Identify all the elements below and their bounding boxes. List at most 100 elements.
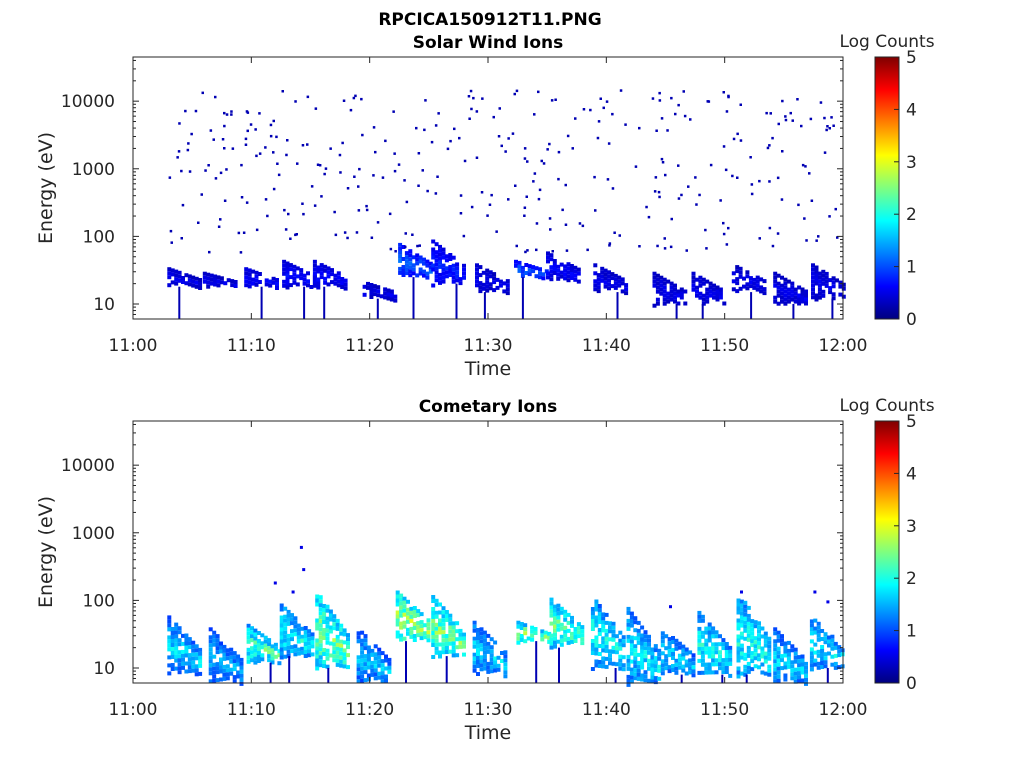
count-cell bbox=[530, 625, 535, 630]
count-cell bbox=[260, 641, 265, 646]
count-dot bbox=[272, 119, 275, 123]
count-cell bbox=[503, 670, 508, 675]
count-cell bbox=[419, 636, 424, 641]
count-cell bbox=[256, 651, 261, 655]
count-cell bbox=[590, 643, 595, 647]
count-dot bbox=[825, 128, 828, 132]
count-cell bbox=[809, 667, 814, 672]
count-cell bbox=[786, 664, 791, 669]
count-cell bbox=[448, 617, 453, 622]
count-cell bbox=[325, 648, 330, 653]
count-cell bbox=[286, 609, 291, 614]
count-dot bbox=[722, 232, 726, 236]
count-cell bbox=[820, 665, 825, 669]
count-cell bbox=[441, 255, 446, 260]
count-dot bbox=[810, 199, 814, 202]
count-cell bbox=[335, 650, 340, 655]
count-cell bbox=[594, 623, 599, 628]
count-cell bbox=[695, 277, 699, 282]
count-cell bbox=[455, 266, 460, 271]
count-cell bbox=[236, 658, 241, 663]
count-cell bbox=[339, 623, 344, 628]
count-cell bbox=[386, 292, 391, 297]
count-dot bbox=[608, 244, 611, 247]
count-cell bbox=[386, 296, 391, 301]
count-cell bbox=[416, 629, 421, 634]
count-dot bbox=[430, 140, 434, 144]
count-cell bbox=[325, 636, 330, 641]
count-cell bbox=[401, 257, 406, 261]
count-cell bbox=[339, 659, 344, 664]
count-cell bbox=[219, 657, 223, 662]
count-cell bbox=[177, 642, 182, 647]
count-cell bbox=[688, 658, 693, 663]
count-cell bbox=[647, 678, 651, 683]
count-cell bbox=[239, 681, 244, 686]
count-cell bbox=[411, 255, 416, 260]
count-cell bbox=[472, 644, 477, 649]
count-dot bbox=[346, 187, 350, 190]
count-dot bbox=[416, 244, 419, 248]
count-dot bbox=[749, 156, 752, 159]
count-cell bbox=[318, 603, 323, 608]
count-cell bbox=[600, 278, 605, 283]
count-cell bbox=[167, 643, 172, 648]
count-cell bbox=[325, 620, 330, 625]
count-dot bbox=[329, 147, 332, 150]
count-cell bbox=[167, 639, 172, 644]
count-streak bbox=[483, 292, 486, 319]
count-cell bbox=[793, 295, 798, 300]
count-cell bbox=[721, 662, 726, 667]
count-cell bbox=[671, 648, 675, 652]
count-cell bbox=[633, 628, 638, 633]
count-cell bbox=[372, 292, 377, 297]
count-cell bbox=[279, 635, 284, 640]
count-cell bbox=[608, 637, 612, 642]
count-cell bbox=[431, 263, 436, 268]
count-cell bbox=[594, 643, 599, 648]
count-cell bbox=[746, 661, 751, 666]
count-cell bbox=[750, 655, 755, 660]
count-cell bbox=[380, 659, 385, 664]
count-cell bbox=[596, 273, 601, 278]
count-dot bbox=[803, 217, 806, 220]
count-cell bbox=[736, 598, 741, 603]
count-cell bbox=[293, 620, 298, 625]
count-cell bbox=[412, 634, 417, 638]
count-cell bbox=[617, 275, 622, 280]
count-cell bbox=[821, 293, 826, 298]
count-burst bbox=[475, 263, 510, 319]
count-cell bbox=[817, 279, 822, 284]
count-cell bbox=[346, 633, 350, 638]
count-cell bbox=[617, 279, 622, 284]
count-cell bbox=[659, 287, 664, 292]
count-cell bbox=[455, 645, 460, 650]
count-cell bbox=[662, 281, 667, 286]
count-cell bbox=[828, 278, 833, 283]
count-cell bbox=[482, 638, 487, 643]
count-dot bbox=[381, 176, 385, 179]
count-cell bbox=[343, 286, 348, 291]
count-dot bbox=[653, 190, 657, 193]
count-cell bbox=[701, 281, 706, 286]
count-cell bbox=[416, 613, 421, 618]
count-cell bbox=[181, 633, 185, 638]
count-cell bbox=[743, 652, 748, 657]
count-burst bbox=[208, 627, 244, 686]
count-cell bbox=[438, 264, 442, 269]
count-cell bbox=[776, 285, 781, 290]
count-cell bbox=[697, 630, 702, 635]
count-burst bbox=[167, 267, 203, 319]
count-cell bbox=[346, 653, 350, 658]
count-cell bbox=[721, 642, 726, 647]
count-cell bbox=[339, 663, 344, 668]
count-cell bbox=[307, 637, 312, 642]
count-cell bbox=[485, 272, 490, 277]
count-cell bbox=[739, 635, 744, 640]
count-cell bbox=[489, 661, 494, 666]
count-cell bbox=[773, 647, 778, 652]
count-cell bbox=[549, 637, 554, 642]
count-cell bbox=[677, 661, 682, 666]
count-cell bbox=[576, 271, 581, 276]
count-cell bbox=[318, 663, 323, 668]
